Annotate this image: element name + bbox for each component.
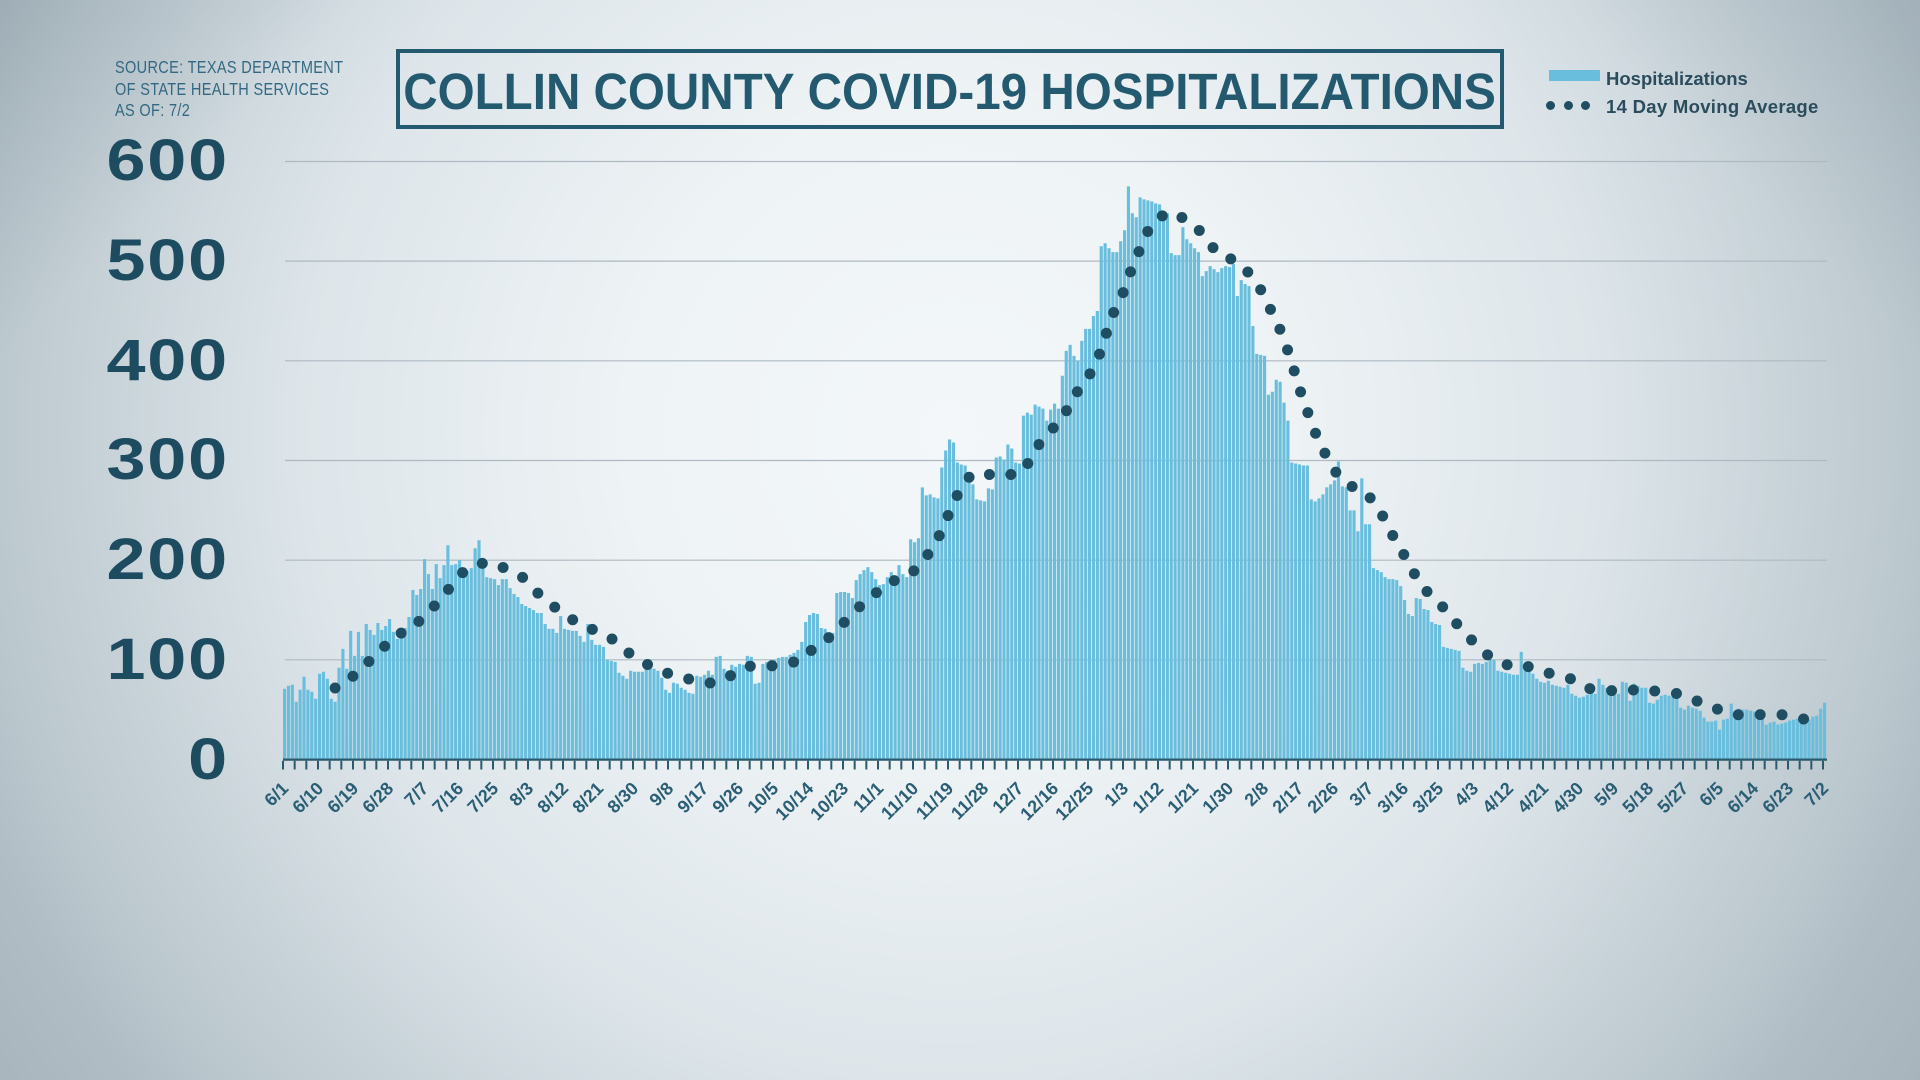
- svg-text:6/14: 6/14: [1723, 778, 1762, 817]
- svg-text:5/27: 5/27: [1653, 778, 1692, 817]
- svg-text:7/2: 7/2: [1800, 778, 1832, 810]
- svg-text:3/25: 3/25: [1408, 778, 1447, 817]
- svg-text:2/26: 2/26: [1303, 778, 1342, 817]
- svg-text:6/1: 6/1: [260, 778, 292, 810]
- svg-text:6/10: 6/10: [288, 778, 327, 817]
- svg-text:4/3: 4/3: [1450, 778, 1482, 810]
- svg-text:5/18: 5/18: [1618, 778, 1657, 817]
- svg-text:6/23: 6/23: [1758, 778, 1797, 817]
- svg-text:4/21: 4/21: [1513, 778, 1552, 817]
- svg-text:8/30: 8/30: [603, 778, 642, 817]
- svg-text:2/17: 2/17: [1268, 778, 1307, 817]
- svg-text:6/19: 6/19: [323, 778, 362, 817]
- svg-text:8/21: 8/21: [568, 778, 607, 817]
- svg-text:8/3: 8/3: [505, 778, 537, 810]
- svg-text:6/28: 6/28: [358, 778, 397, 817]
- svg-text:11/10: 11/10: [877, 778, 922, 823]
- svg-text:11/28: 11/28: [947, 778, 992, 823]
- svg-text:6/5: 6/5: [1695, 778, 1727, 810]
- svg-text:3/7: 3/7: [1345, 778, 1377, 810]
- svg-text:10/14: 10/14: [771, 778, 817, 824]
- svg-text:5/9: 5/9: [1590, 778, 1622, 810]
- svg-text:9/26: 9/26: [708, 778, 747, 817]
- svg-text:1/21: 1/21: [1163, 778, 1202, 817]
- svg-text:3/16: 3/16: [1373, 778, 1412, 817]
- svg-text:12/25: 12/25: [1051, 778, 1097, 824]
- svg-text:2/8: 2/8: [1240, 778, 1272, 810]
- svg-text:1/12: 1/12: [1128, 778, 1167, 817]
- svg-text:10/23: 10/23: [806, 778, 852, 824]
- svg-text:9/8: 9/8: [645, 778, 677, 810]
- svg-text:4/12: 4/12: [1478, 778, 1517, 817]
- svg-text:12/16: 12/16: [1016, 778, 1062, 824]
- svg-text:9/17: 9/17: [673, 778, 712, 817]
- svg-text:1/30: 1/30: [1198, 778, 1237, 817]
- svg-text:1/3: 1/3: [1100, 778, 1132, 810]
- svg-text:4/30: 4/30: [1548, 778, 1587, 817]
- svg-text:7/7: 7/7: [400, 778, 432, 810]
- svg-text:7/25: 7/25: [463, 778, 502, 817]
- svg-text:11/19: 11/19: [912, 778, 957, 823]
- svg-text:7/16: 7/16: [428, 778, 467, 817]
- svg-text:8/12: 8/12: [533, 778, 572, 817]
